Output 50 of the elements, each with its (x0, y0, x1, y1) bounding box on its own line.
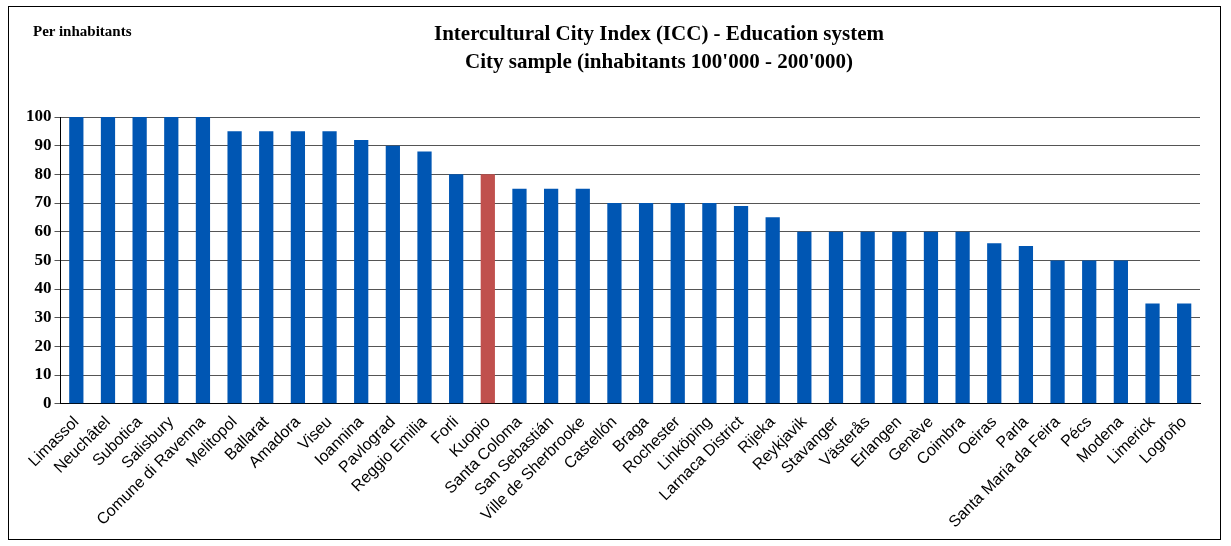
bar (1177, 303, 1192, 404)
bar (638, 203, 654, 404)
bar (385, 145, 400, 404)
bar (733, 205, 749, 404)
y-tick-label: 50 (34, 249, 52, 269)
y-tick-label: 0 (43, 393, 52, 413)
bar (828, 231, 844, 404)
y-tick-label: 80 (34, 163, 52, 183)
y-tick-label: 60 (34, 221, 52, 241)
bar (227, 131, 242, 404)
y-tick-label: 100 (26, 106, 52, 126)
bar (1018, 246, 1034, 404)
bar (480, 174, 495, 404)
bar (544, 188, 559, 404)
bar (765, 217, 780, 404)
text: City sample (inhabitants 100'000 - 200'000) (465, 49, 853, 73)
y-tick-label: 90 (34, 135, 52, 155)
bar (923, 231, 939, 404)
bar (955, 231, 970, 404)
y-tick-label: 20 (34, 335, 52, 355)
bar (164, 117, 179, 404)
y-tick-label: 30 (34, 307, 52, 327)
bar (1082, 260, 1097, 404)
bar (860, 231, 875, 404)
bar (1050, 260, 1065, 404)
bar (417, 151, 432, 404)
bar (575, 188, 590, 404)
bar (1145, 303, 1160, 404)
bar (132, 117, 147, 404)
bar (892, 231, 907, 404)
bar (449, 174, 464, 404)
bar (702, 203, 717, 404)
bar (290, 131, 306, 404)
bar (195, 117, 211, 404)
bar (512, 188, 527, 404)
bar (322, 131, 337, 404)
bar (354, 139, 369, 404)
bar (670, 203, 685, 404)
bar (259, 131, 274, 404)
y-axis-title: Per inhabitants (33, 23, 132, 40)
bar (69, 117, 84, 404)
bar (100, 117, 116, 404)
bar (797, 231, 812, 404)
y-tick-label: 40 (34, 278, 52, 298)
text: Intercultural City Index (ICC) - Education system (434, 21, 884, 45)
bar (987, 243, 1002, 404)
y-tick-label: 70 (34, 192, 52, 212)
bar (607, 203, 622, 404)
y-tick-label: 10 (34, 364, 52, 384)
bar (1113, 260, 1128, 404)
